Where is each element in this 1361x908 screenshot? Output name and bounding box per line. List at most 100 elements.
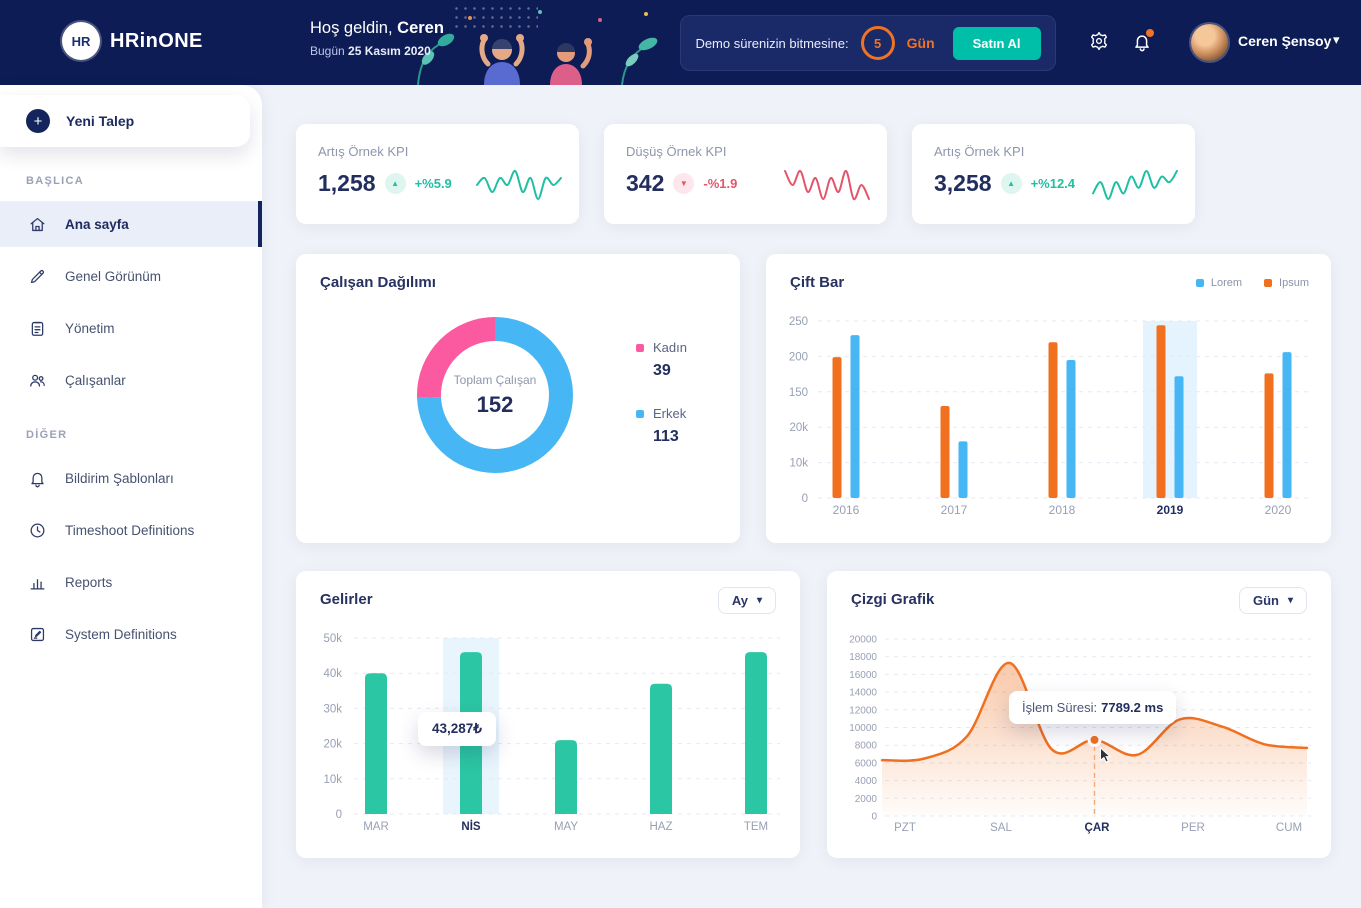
home-icon: [30, 217, 45, 231]
svg-text:10k: 10k: [789, 458, 808, 470]
chevron-down-icon[interactable]: ▾: [1333, 32, 1340, 47]
sidebar-item-genel-gorunum[interactable]: Genel Görünüm: [0, 253, 262, 299]
sidebar-item-bildirim-sablonlari[interactable]: Bildirim Şablonları: [0, 455, 262, 501]
svg-text:150: 150: [789, 387, 808, 399]
svg-text:2016: 2016: [833, 503, 860, 517]
svg-text:14000: 14000: [849, 688, 877, 699]
line-tooltip: İşlem Süresi: 7789.2 ms: [1009, 691, 1177, 724]
svg-text:50k: 50k: [323, 633, 342, 645]
svg-text:HAZ: HAZ: [650, 821, 673, 833]
greeting-prefix: Hoş geldin,: [310, 19, 393, 37]
sidebar-item-yonetim[interactable]: Yönetim: [0, 305, 262, 351]
sidebar-item-label: Ana sayfa: [65, 216, 129, 232]
notifications-bell-icon[interactable]: [1132, 29, 1154, 56]
legend-item: Lorem: [1195, 277, 1242, 289]
kpi-value: 342: [626, 170, 665, 196]
pencil-icon: [30, 269, 44, 283]
demo-days-unit: Gün: [906, 35, 935, 51]
grouped-bar-chart: 250 200 150 20k 10k 0 2016 2017 2018 2019 2020: [789, 316, 1311, 517]
svg-text:SAL: SAL: [990, 822, 1012, 834]
svg-text:2020: 2020: [1265, 503, 1292, 517]
svg-text:18000: 18000: [849, 652, 877, 663]
clock-icon: [30, 523, 45, 537]
people-icon: [30, 374, 45, 387]
sidebar-item-reports[interactable]: Reports: [0, 559, 262, 605]
kpi-card: Düşüş Örnek KPI 342 ▼ -%1.9: [604, 124, 887, 224]
svg-text:2000: 2000: [855, 794, 878, 805]
sidebar-item-label: System Definitions: [65, 626, 177, 642]
svg-text:20000: 20000: [849, 635, 877, 646]
svg-text:ÇAR: ÇAR: [1085, 822, 1111, 834]
kpi-delta: +%5.9: [414, 176, 452, 191]
greeting-date: Bugün 25 Kasım 2020: [310, 44, 444, 58]
kpi-card: Artış Örnek KPI 1,258 ▲ +%5.9: [296, 124, 579, 224]
legend-swatch: [1195, 279, 1204, 287]
kpi-row: Artış Örnek KPI 1,258 ▲ +%5.9 Düşüş Örnek KP…: [296, 124, 1195, 224]
brand-name: HRinONE: [110, 29, 203, 52]
line-area-chart: 2000018000160001400012000100008000600040…: [849, 635, 1311, 834]
nav-section-label: BAŞLICA: [26, 175, 84, 187]
legend-label: Kadın: [653, 340, 687, 355]
sidebar-item-ana-sayfa[interactable]: Ana sayfa: [0, 201, 262, 247]
period-dropdown[interactable]: Gün ▾: [1238, 587, 1307, 614]
kpi-delta: -%1.9: [703, 176, 738, 191]
sidebar-item-label: Bildirim Şablonları: [65, 470, 174, 486]
card-title: Çift Bar: [790, 274, 845, 291]
donut-chart: [417, 317, 573, 473]
settings-gear-icon[interactable]: [1088, 30, 1110, 55]
plus-icon: +: [26, 109, 50, 133]
sidebar-item-label: Yönetim: [65, 320, 115, 336]
sidebar: + Yeni Talep BAŞLICA Ana sayfa Genel Görün…: [0, 85, 262, 908]
legend-item: Erkek 113: [636, 406, 687, 446]
svg-text:MAY: MAY: [554, 821, 578, 833]
svg-text:30k: 30k: [323, 703, 342, 715]
svg-text:2017: 2017: [941, 503, 968, 517]
legend-item: Kadın 39: [636, 340, 687, 380]
kpi-delta: +%12.4: [1030, 176, 1076, 191]
card-double-bar: Çift Bar Lorem Ipsum 250 200 150 20k 10k 0 2016…: [766, 254, 1331, 543]
topbar: HR HRinONE Hoş geldin, Ceren Bugün 25 Ka…: [0, 0, 1361, 85]
kpi-sparkline: [1092, 169, 1178, 201]
date-prefix: Bugün: [310, 44, 345, 58]
card-employee-distribution: Çalışan Dağılımı Toplam Çalışan 152 Kadı…: [296, 254, 740, 543]
legend-value: 113: [653, 428, 679, 445]
svg-text:0: 0: [802, 493, 808, 505]
svg-text:CUM: CUM: [1276, 822, 1302, 834]
card-line-chart: Çizgi Grafik Gün ▾ 20000 18000 16000 14000 1…: [827, 571, 1331, 858]
sidebar-item-timeshoot-definitions[interactable]: Timeshoot Definitions: [0, 507, 262, 553]
bar-tooltip: 43,287₺: [418, 712, 496, 746]
period-dropdown[interactable]: Ay ▾: [717, 587, 776, 614]
kpi-card: Artış Örnek KPI 3,258 ▲ +%12.4: [912, 124, 1195, 224]
svg-text:200: 200: [789, 351, 808, 363]
svg-text:10k: 10k: [323, 774, 342, 786]
marker-dot: [1087, 732, 1102, 747]
card-title: Çalışan Dağılımı: [320, 274, 436, 291]
chevron-down-icon: ▾: [756, 595, 762, 606]
card-title: Gelirler: [320, 591, 373, 608]
user-name[interactable]: Ceren Şensoy: [1238, 33, 1332, 49]
greeting-name: Ceren: [397, 19, 444, 37]
svg-text:2018: 2018: [1049, 503, 1076, 517]
new-request-button[interactable]: + Yeni Talep: [0, 95, 250, 147]
header-illustration: [400, 0, 680, 85]
svg-text:20k: 20k: [323, 739, 342, 751]
legend-label: Ipsum: [1279, 277, 1309, 289]
system-icon: [30, 627, 45, 641]
svg-text:8000: 8000: [855, 741, 878, 752]
svg-text:12000: 12000: [849, 705, 877, 716]
svg-text:16000: 16000: [849, 670, 877, 681]
kpi-title: Düşüş Örnek KPI: [626, 144, 727, 159]
greeting-line: Hoş geldin, Ceren: [310, 19, 444, 38]
svg-text:20k: 20k: [789, 422, 808, 434]
kpi-title: Artış Örnek KPI: [934, 144, 1025, 159]
sidebar-item-system-definitions[interactable]: System Definitions: [0, 611, 262, 657]
sidebar-item-calisanlar[interactable]: Çalışanlar: [0, 357, 262, 403]
svg-text:250: 250: [789, 316, 808, 328]
legend-value: 39: [653, 362, 671, 379]
buy-button[interactable]: Satın Al: [952, 26, 1041, 60]
nav-section-label: DİĞER: [26, 429, 68, 441]
svg-text:PZT: PZT: [894, 822, 916, 834]
chart-icon: [30, 578, 45, 589]
user-avatar[interactable]: [1191, 24, 1228, 61]
revenue-bar-chart: 50k 40k 30k 20k 10k 0 MAR NİS MAY HAZ TEM: [323, 633, 780, 833]
